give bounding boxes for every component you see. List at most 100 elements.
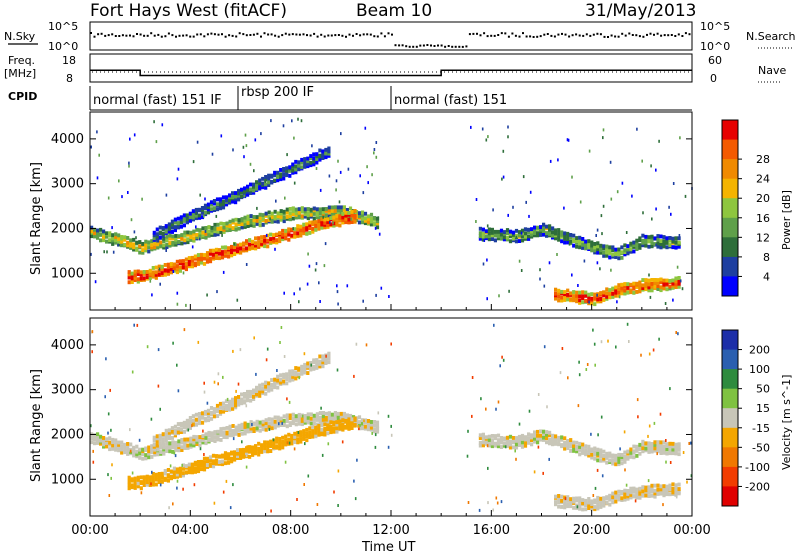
heatmap-cell xyxy=(347,211,351,215)
heatmap-cell xyxy=(178,469,182,474)
heatmap-cell xyxy=(231,429,235,433)
heatmap-cell xyxy=(293,431,297,436)
noise-point xyxy=(270,33,273,36)
heatmap-cell xyxy=(237,188,241,193)
heatmap-cell xyxy=(91,330,94,334)
heatmap-cell xyxy=(132,242,136,247)
heatmap-cell xyxy=(237,197,241,202)
heatmap-cell xyxy=(158,225,162,230)
noise-point xyxy=(245,34,248,37)
heatmap-cell xyxy=(252,429,256,433)
heatmap-cell xyxy=(560,289,564,294)
heatmap-cell xyxy=(318,364,322,369)
heatmap-cell xyxy=(257,242,261,247)
heatmap-cell xyxy=(644,234,648,239)
heatmap-cell xyxy=(312,159,316,164)
heatmap-cell xyxy=(608,288,612,292)
heatmap-cell xyxy=(306,418,310,423)
heatmap-cell xyxy=(605,291,609,296)
heatmap-cell xyxy=(623,243,627,248)
noise-point xyxy=(199,33,202,36)
colorbar-tick-label: 12 xyxy=(756,231,770,244)
heatmap-cell xyxy=(166,268,170,273)
heatmap-cell xyxy=(196,465,201,470)
heatmap-cell xyxy=(647,447,651,451)
heatmap-cell xyxy=(647,278,651,283)
heatmap-cell xyxy=(481,234,485,239)
heatmap-cell xyxy=(231,400,235,405)
heatmap-cell xyxy=(189,436,193,441)
heatmap-cell xyxy=(320,219,324,224)
heatmap-cell xyxy=(674,483,678,488)
noise-point xyxy=(118,35,121,37)
heatmap-cell xyxy=(152,438,156,443)
heatmap-cell xyxy=(599,496,603,501)
heatmap-cell xyxy=(682,451,685,454)
heatmap-cell xyxy=(291,209,295,214)
heatmap-cell xyxy=(377,216,380,220)
heatmap-cell xyxy=(223,249,228,254)
heatmap-cell xyxy=(487,438,491,442)
heatmap-cell xyxy=(293,136,295,140)
heatmap-cell xyxy=(688,442,690,445)
noise-point xyxy=(585,33,588,36)
heatmap-cell xyxy=(252,218,256,223)
heatmap-cell xyxy=(575,244,579,249)
heatmap-cell xyxy=(185,421,189,426)
heatmap-cell xyxy=(601,474,604,478)
heatmap-cell xyxy=(258,178,262,183)
heatmap-cell xyxy=(150,245,154,250)
heatmap-cell xyxy=(282,414,286,419)
heatmap-cell xyxy=(305,438,309,443)
heatmap-cell xyxy=(117,233,121,238)
heatmap-cell xyxy=(353,209,357,213)
heatmap-cell xyxy=(668,238,672,243)
heatmap-cell xyxy=(467,429,469,433)
heatmap-cell xyxy=(267,176,271,181)
heatmap-cell xyxy=(179,421,183,426)
heatmap-cell xyxy=(629,247,633,252)
heatmap-cell xyxy=(614,287,618,292)
heatmap-cell xyxy=(297,163,301,168)
heatmap-cell xyxy=(308,220,312,225)
heatmap-cell xyxy=(369,212,374,217)
heatmap-cell xyxy=(341,427,345,432)
heatmap-cell xyxy=(662,487,666,491)
heatmap-cell xyxy=(163,476,167,481)
noise-point xyxy=(589,34,592,37)
heatmap-cell xyxy=(650,282,654,286)
heatmap-cell xyxy=(490,233,494,238)
heatmap-cell xyxy=(610,268,612,272)
heatmap-cell xyxy=(623,291,627,296)
noise-point xyxy=(228,34,231,37)
heatmap-cell xyxy=(267,210,271,215)
y-tick-label: 1000 xyxy=(51,266,84,281)
heatmap-cell xyxy=(108,440,112,445)
heatmap-cell xyxy=(689,441,692,445)
heatmap-cell xyxy=(312,365,316,369)
heatmap-cell xyxy=(294,167,298,172)
heatmap-cell xyxy=(189,238,193,242)
heatmap-cell xyxy=(499,232,504,237)
heatmap-cell xyxy=(205,459,210,464)
heatmap-cell xyxy=(220,255,225,260)
heatmap-cell xyxy=(93,231,97,236)
heatmap-cell xyxy=(327,442,330,446)
heatmap-cell xyxy=(96,441,100,445)
noise-point xyxy=(568,35,571,38)
heatmap-cell xyxy=(484,439,488,444)
heatmap-cell xyxy=(638,495,642,500)
heatmap-cell xyxy=(150,417,153,421)
heatmap-cell xyxy=(164,224,168,228)
heatmap-cell xyxy=(566,288,570,293)
heatmap-cell xyxy=(341,440,344,444)
noise-point xyxy=(447,45,450,47)
heatmap-cell xyxy=(659,451,663,455)
noise-point xyxy=(242,33,245,36)
heatmap-cell xyxy=(90,145,92,149)
heatmap-cell xyxy=(641,439,645,444)
heatmap-cell xyxy=(557,298,561,303)
heatmap-cell xyxy=(199,255,204,260)
heatmap-cell xyxy=(192,238,196,243)
